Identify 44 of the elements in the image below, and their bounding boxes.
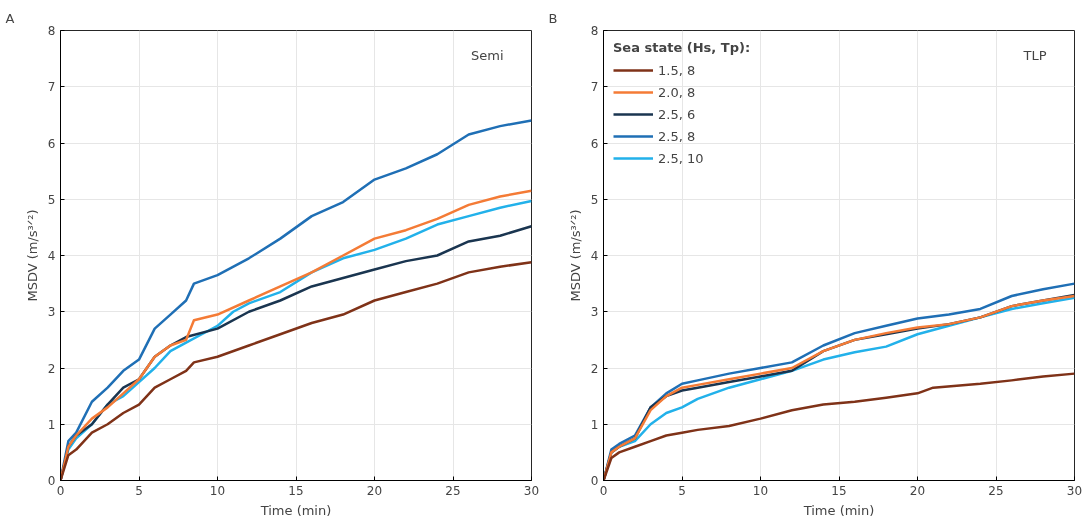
x-axis-title: Time (min) [259, 502, 332, 518]
y-tick-label: 2 [590, 361, 599, 376]
x-tick-label: 20 [366, 483, 383, 498]
y-tick-label: 8 [590, 24, 599, 38]
y-tick-label: 0 [590, 474, 599, 488]
y-tick-label: 5 [47, 192, 56, 207]
legend-label: 1.5, 8 [658, 62, 696, 78]
x-tick-label: 15 [831, 483, 847, 498]
legend-title: Sea state (Hs, Tp): [613, 40, 751, 55]
y-tick-label: 1 [47, 417, 56, 432]
y-tick-label: 7 [47, 80, 56, 95]
y-tick-label: 6 [590, 136, 599, 151]
x-tick-label: 5 [678, 483, 686, 498]
y-tick-label: 8 [47, 24, 56, 38]
y-tick-label: 5 [590, 192, 599, 207]
y-tick-label: 3 [590, 305, 599, 320]
x-tick-label: 10 [209, 483, 226, 498]
y-axis-title: MSDV (m/s³ᐟ²) [24, 209, 40, 302]
y-axis-title: MSDV (m/s³ᐟ²) [567, 209, 583, 302]
x-tick-label: 30 [523, 483, 540, 498]
chart-title: A [5, 10, 15, 26]
y-tick-label: 2 [47, 361, 56, 376]
x-tick-label: 30 [1066, 483, 1083, 498]
legend-label: 2.5, 6 [658, 106, 696, 122]
legend-label: 2.5, 8 [658, 128, 696, 144]
annotation: Semi [470, 47, 504, 63]
legend-label: 2.0, 8 [658, 84, 696, 100]
legend-label: 2.5, 10 [658, 150, 704, 166]
chart-title: B [548, 10, 558, 26]
y-tick-label: 6 [47, 136, 56, 151]
x-tick-label: 20 [909, 483, 926, 498]
x-tick-label: 25 [988, 483, 1004, 498]
x-axis-title: Time (min) [802, 502, 875, 518]
x-tick-label: 15 [288, 483, 304, 498]
x-tick-label: 10 [752, 483, 769, 498]
y-tick-label: 4 [590, 249, 599, 263]
y-tick-label: 4 [47, 249, 56, 263]
y-tick-label: 1 [590, 417, 599, 432]
x-tick-label: 5 [135, 483, 143, 498]
x-tick-label: 25 [445, 483, 461, 498]
y-tick-label: 7 [590, 80, 599, 95]
y-tick-label: 3 [47, 305, 56, 320]
y-tick-label: 0 [47, 474, 56, 488]
annotation: TLP [1022, 47, 1047, 63]
